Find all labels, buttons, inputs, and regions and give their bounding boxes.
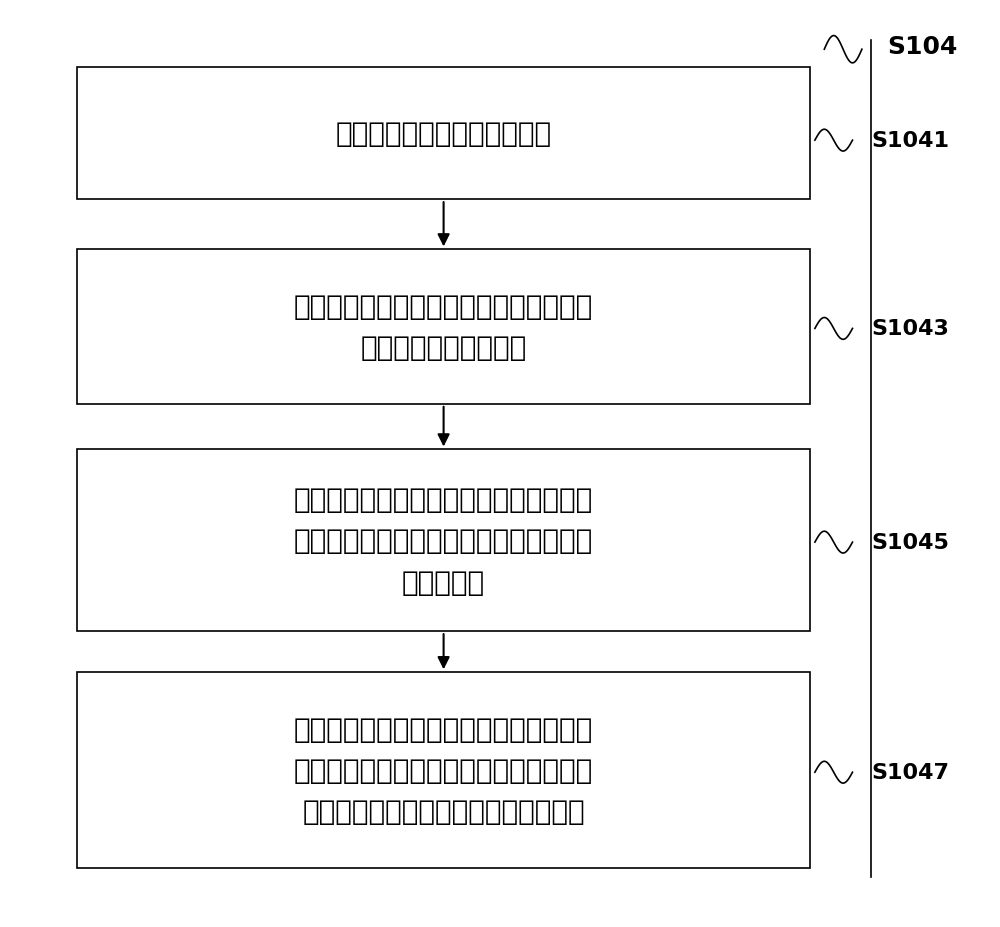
Text: S1047: S1047 xyxy=(871,762,949,782)
FancyBboxPatch shape xyxy=(77,250,810,404)
Text: 判断每个单体电池从当前状态到充满电时
所需要的充电电量是否满足预设条件，确
定电池组中待调整的至少一个单体电池: 判断每个单体电池从当前状态到充满电时 所需要的充电电量是否满足预设条件，确 定电… xyxy=(294,715,593,825)
Text: 读取每个单体电池的开路电压: 读取每个单体电池的开路电压 xyxy=(336,121,552,148)
Text: S1043: S1043 xyxy=(871,319,949,339)
Text: 基于每个单体电池的开路电压查询得到每
个单体电池的剩余电量: 基于每个单体电池的开路电压查询得到每 个单体电池的剩余电量 xyxy=(294,293,593,362)
FancyBboxPatch shape xyxy=(77,450,810,631)
FancyBboxPatch shape xyxy=(77,69,810,200)
Text: S1045: S1045 xyxy=(871,532,949,552)
Text: S1041: S1041 xyxy=(871,131,949,151)
Text: 根据每个单体电池的剩余电量计算得到每
个单体电池从当前状态到充满电时所需要
的充电电量: 根据每个单体电池的剩余电量计算得到每 个单体电池从当前状态到充满电时所需要 的充… xyxy=(294,486,593,596)
Text: S104: S104 xyxy=(887,35,958,59)
FancyBboxPatch shape xyxy=(77,672,810,868)
